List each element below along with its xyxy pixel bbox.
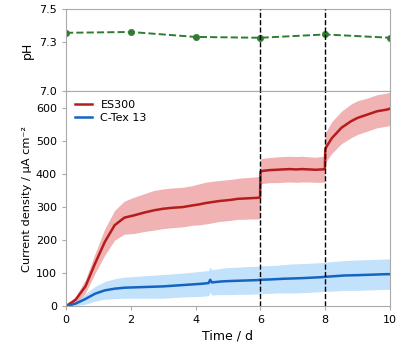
ES300 (102, 240, 107, 244)
C-Tex 13 (206, 281, 211, 285)
C-Tex 13 (255, 278, 260, 282)
ES300 (258, 169, 263, 173)
C-Tex 13 (342, 273, 347, 278)
C-Tex 13 (93, 292, 98, 296)
ES300 (258, 195, 262, 200)
C-Tex 13 (210, 280, 214, 285)
ES300 (375, 109, 380, 113)
ES300 (339, 126, 344, 130)
Line: C-Tex 13: C-Tex 13 (66, 274, 390, 306)
Line: ES300: ES300 (66, 109, 390, 306)
X-axis label: Time / d: Time / d (202, 330, 254, 342)
C-Tex 13 (281, 277, 286, 281)
ES300 (322, 167, 327, 171)
ES300 (329, 136, 334, 141)
C-Tex 13 (122, 286, 127, 290)
C-Tex 13 (161, 284, 166, 289)
C-Tex 13 (151, 285, 156, 289)
C-Tex 13 (355, 273, 360, 277)
C-Tex 13 (226, 279, 230, 283)
C-Tex 13 (219, 279, 224, 284)
C-Tex 13 (388, 272, 392, 276)
Legend: ES300, C-Tex 13: ES300, C-Tex 13 (72, 97, 150, 126)
C-Tex 13 (235, 279, 240, 283)
C-Tex 13 (365, 273, 370, 277)
C-Tex 13 (132, 285, 136, 290)
C-Tex 13 (290, 276, 295, 281)
ES300 (300, 167, 305, 171)
C-Tex 13 (83, 297, 88, 301)
ES300 (242, 196, 246, 201)
ES300 (306, 167, 311, 172)
ES300 (190, 203, 195, 207)
C-Tex 13 (274, 277, 279, 281)
ES300 (122, 216, 127, 220)
ES300 (261, 169, 266, 173)
ES300 (320, 167, 324, 172)
ES300 (83, 284, 88, 289)
ES300 (203, 201, 208, 205)
ES300 (268, 168, 272, 172)
C-Tex 13 (213, 280, 218, 284)
Y-axis label: Current density / μA cm⁻²: Current density / μA cm⁻² (22, 126, 32, 272)
ES300 (287, 167, 292, 171)
ES300 (216, 199, 221, 203)
ES300 (349, 119, 354, 123)
C-Tex 13 (73, 302, 78, 306)
ES300 (180, 205, 185, 209)
C-Tex 13 (112, 287, 117, 291)
ES300 (93, 261, 98, 266)
C-Tex 13 (306, 276, 311, 280)
ES300 (355, 116, 360, 120)
ES300 (235, 197, 240, 201)
C-Tex 13 (141, 285, 146, 289)
ES300 (151, 208, 156, 212)
C-Tex 13 (323, 275, 328, 279)
ES300 (222, 198, 227, 202)
ES300 (248, 196, 253, 200)
ES300 (255, 196, 260, 200)
ES300 (388, 107, 392, 111)
ES300 (112, 223, 117, 227)
C-Tex 13 (268, 277, 272, 281)
C-Tex 13 (170, 284, 175, 288)
C-Tex 13 (332, 274, 337, 278)
ES300 (323, 146, 328, 150)
C-Tex 13 (208, 278, 212, 282)
ES300 (274, 168, 279, 172)
Y-axis label: pH: pH (21, 41, 34, 59)
C-Tex 13 (384, 272, 389, 276)
ES300 (281, 167, 286, 172)
ES300 (229, 198, 234, 202)
ES300 (64, 304, 68, 308)
ES300 (161, 207, 166, 211)
ES300 (294, 167, 298, 172)
C-Tex 13 (258, 278, 263, 282)
ES300 (365, 113, 370, 117)
ES300 (384, 108, 389, 112)
ES300 (73, 297, 78, 302)
C-Tex 13 (64, 304, 68, 308)
C-Tex 13 (300, 276, 305, 280)
C-Tex 13 (190, 282, 195, 286)
C-Tex 13 (313, 275, 318, 280)
ES300 (313, 168, 318, 172)
C-Tex 13 (320, 275, 324, 279)
ES300 (196, 202, 201, 207)
ES300 (141, 211, 146, 215)
C-Tex 13 (216, 280, 221, 284)
C-Tex 13 (200, 282, 204, 286)
C-Tex 13 (245, 278, 250, 282)
ES300 (132, 213, 136, 217)
ES300 (258, 171, 263, 176)
C-Tex 13 (102, 288, 107, 292)
ES300 (210, 200, 214, 204)
ES300 (323, 149, 328, 153)
C-Tex 13 (375, 272, 380, 276)
ES300 (170, 206, 175, 210)
C-Tex 13 (180, 283, 185, 287)
